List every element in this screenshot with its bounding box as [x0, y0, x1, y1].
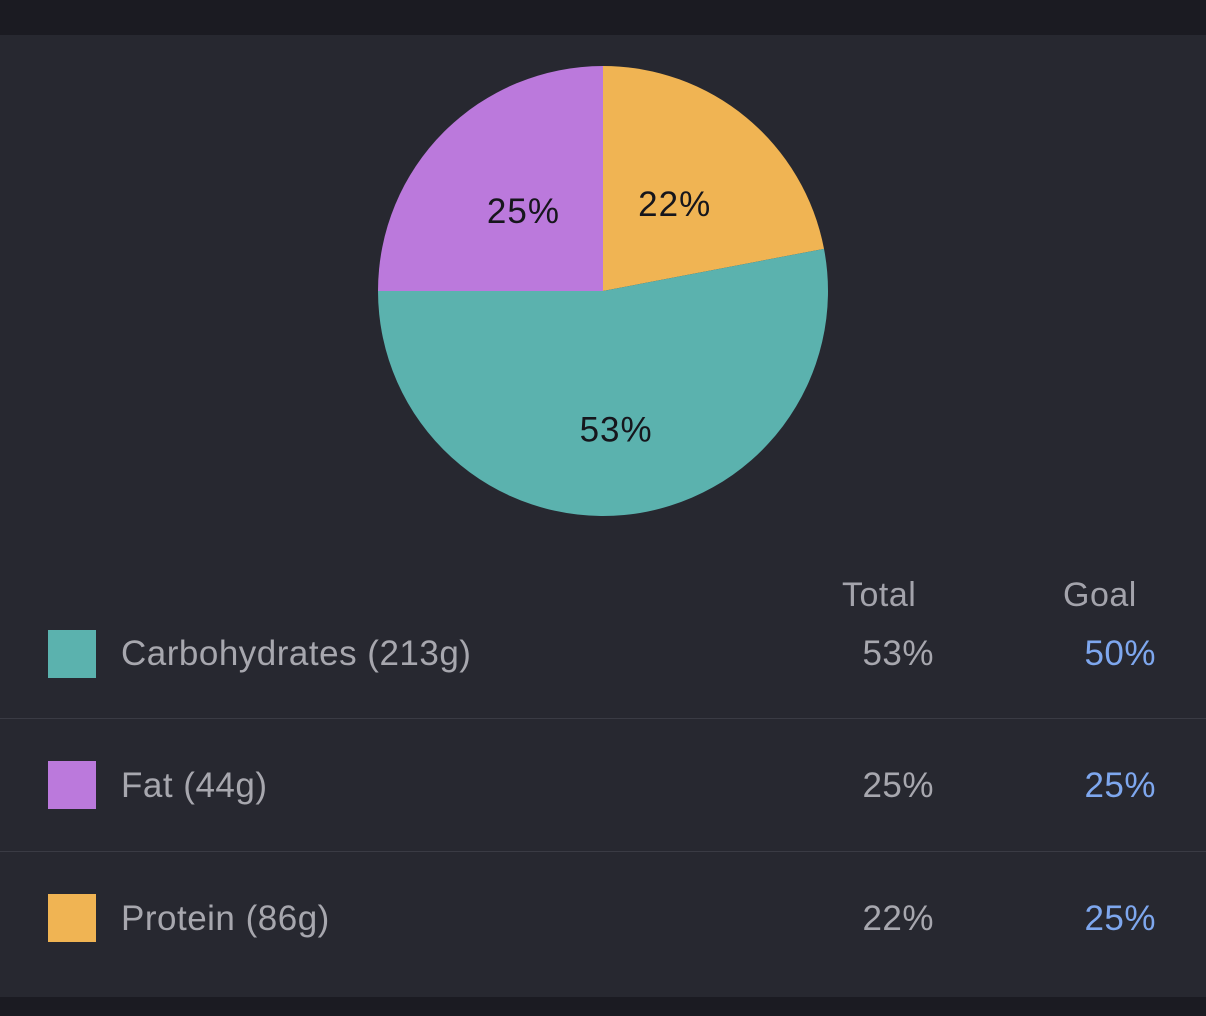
- fat-label: Fat (44g): [121, 766, 268, 805]
- pie-slice-fat[interactable]: [378, 66, 603, 291]
- pie-label-protein: 22%: [638, 185, 711, 224]
- macro-row-protein[interactable]: Protein (86g) 22% 25%: [0, 852, 1206, 984]
- row-divider: [0, 851, 1206, 852]
- carbohydrates-goal[interactable]: 50%: [1084, 634, 1156, 673]
- fat-total: 25%: [862, 766, 934, 805]
- protein-label: Protein (86g): [121, 899, 330, 938]
- pie-slice-carbohydrates[interactable]: [378, 248, 828, 516]
- carbohydrates-total: 53%: [862, 634, 934, 673]
- fat-goal[interactable]: 25%: [1084, 766, 1156, 805]
- macronutrients-card: 22% 53% 25% Total Goal Carbohydrates (213g…: [0, 35, 1206, 997]
- total-column-header: Total: [842, 576, 917, 614]
- pie-label-carbohydrates: 53%: [580, 410, 653, 449]
- pie-slice-protein[interactable]: [603, 66, 825, 291]
- protein-goal[interactable]: 25%: [1084, 899, 1156, 938]
- macro-pie-chart: 22% 53% 25%: [0, 35, 1206, 555]
- goal-column-header: Goal: [1063, 576, 1137, 614]
- carbohydrates-label: Carbohydrates (213g): [121, 634, 472, 673]
- fat-color-swatch: [48, 761, 96, 809]
- macro-row-fat[interactable]: Fat (44g) 25% 25%: [0, 719, 1206, 851]
- pie-svg: 22% 53% 25%: [378, 66, 828, 516]
- macro-row-carbohydrates[interactable]: Carbohydrates (213g) 53% 50%: [0, 586, 1206, 718]
- top-bar: [0, 0, 1206, 35]
- carbohydrates-color-swatch: [48, 630, 96, 678]
- protein-color-swatch: [48, 894, 96, 942]
- bottom-bar: [0, 997, 1206, 1016]
- protein-total: 22%: [862, 899, 934, 938]
- row-divider: [0, 718, 1206, 719]
- pie-label-fat: 25%: [487, 192, 560, 231]
